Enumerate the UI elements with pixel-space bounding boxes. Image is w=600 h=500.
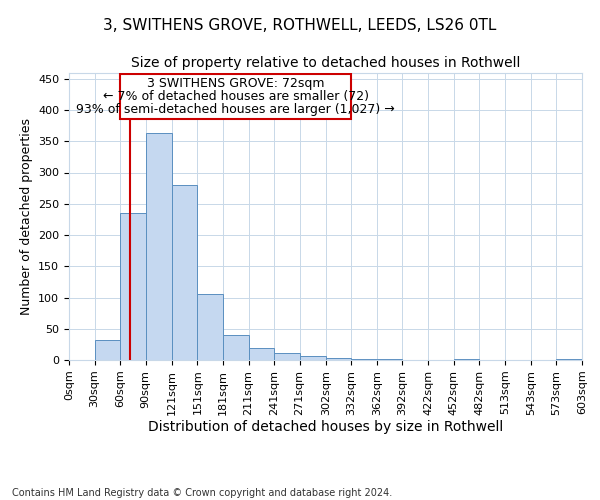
Bar	[197, 294, 223, 360]
Bar	[95, 340, 120, 360]
Text: 3 SWITHENS GROVE: 72sqm: 3 SWITHENS GROVE: 72sqm	[147, 78, 325, 90]
Title: Size of property relative to detached houses in Rothwell: Size of property relative to detached ho…	[131, 56, 520, 70]
Bar	[352, 359, 377, 360]
Bar	[172, 185, 197, 360]
Bar	[248, 348, 274, 360]
Bar	[223, 335, 248, 360]
Text: Contains HM Land Registry data © Crown copyright and database right 2024.: Contains HM Land Registry data © Crown c…	[12, 488, 392, 498]
Bar	[299, 356, 326, 360]
Text: 3, SWITHENS GROVE, ROTHWELL, LEEDS, LS26 0TL: 3, SWITHENS GROVE, ROTHWELL, LEEDS, LS26…	[103, 18, 497, 32]
Bar	[146, 133, 172, 360]
Bar	[274, 352, 299, 360]
X-axis label: Distribution of detached houses by size in Rothwell: Distribution of detached houses by size …	[148, 420, 503, 434]
Text: ← 7% of detached houses are smaller (72): ← 7% of detached houses are smaller (72)	[103, 90, 369, 103]
Text: 93% of semi-detached houses are larger (1,027) →: 93% of semi-detached houses are larger (…	[76, 103, 395, 116]
Bar	[326, 358, 352, 360]
FancyBboxPatch shape	[120, 74, 352, 120]
Bar	[120, 213, 146, 360]
Y-axis label: Number of detached properties: Number of detached properties	[20, 118, 32, 315]
